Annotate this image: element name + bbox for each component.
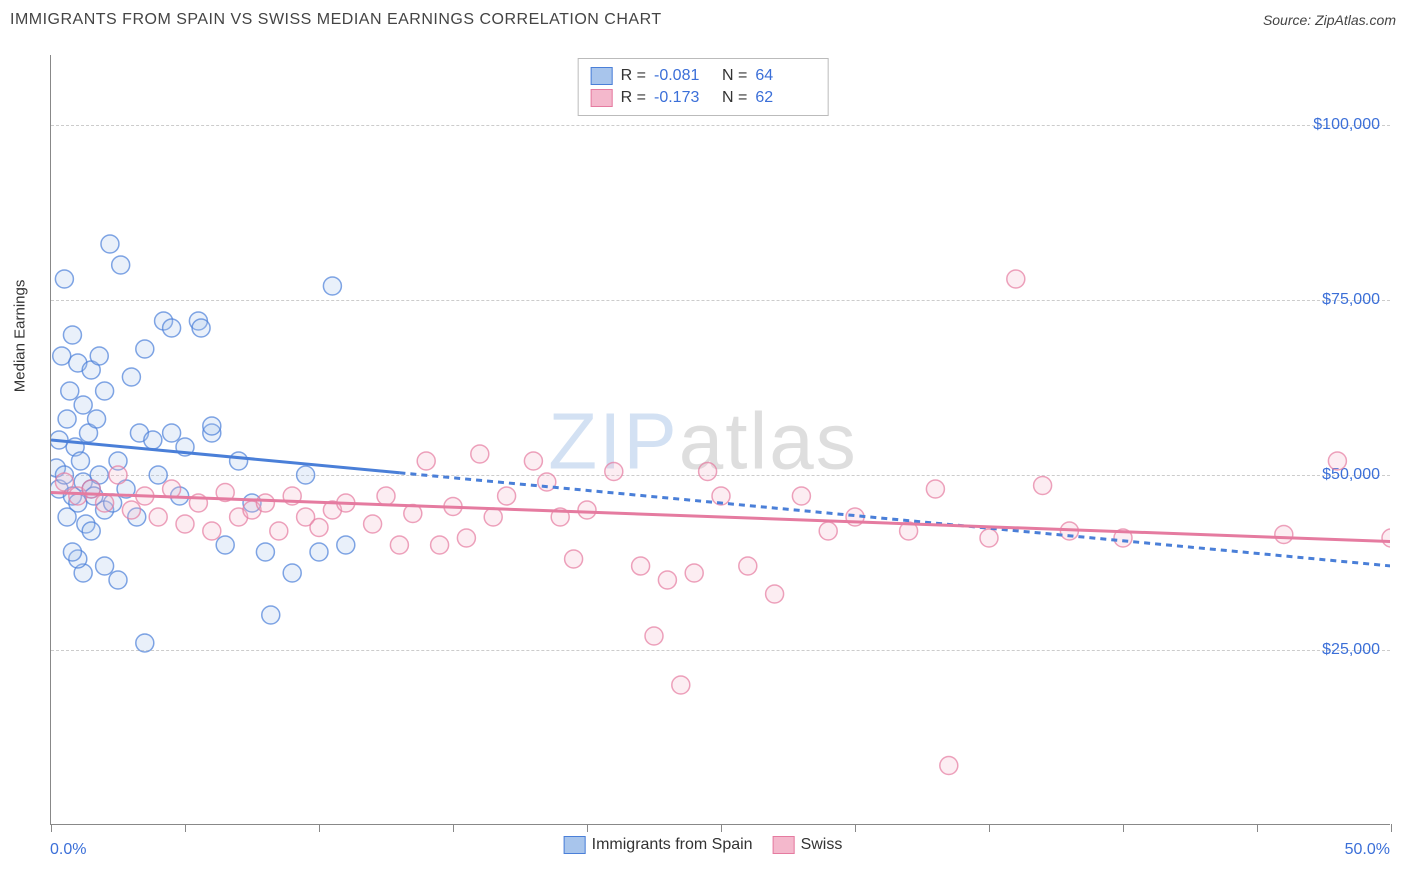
legend-item-spain: Immigrants from Spain	[564, 836, 753, 854]
swatch-spain	[591, 67, 613, 85]
y-axis-title: Median Earnings	[12, 280, 29, 393]
correlation-legend: R = -0.081 N = 64 R = -0.173 N = 62	[578, 58, 829, 116]
swatch-spain-bottom	[564, 836, 586, 854]
legend-row-swiss: R = -0.173 N = 62	[591, 87, 816, 109]
swatch-swiss	[591, 89, 613, 107]
swiss-label: Swiss	[801, 836, 843, 854]
legend-row-spain: R = -0.081 N = 64	[591, 65, 816, 87]
r-label-2: R =	[621, 89, 646, 107]
spain-r-value: -0.081	[654, 67, 714, 85]
chart-source: Source: ZipAtlas.com	[1263, 12, 1396, 28]
n-label-2: N =	[722, 89, 747, 107]
swiss-n-value: 62	[755, 89, 815, 107]
legend-item-swiss: Swiss	[773, 836, 843, 854]
chart-header: IMMIGRANTS FROM SPAIN VS SWISS MEDIAN EA…	[0, 0, 1406, 40]
swiss-r-value: -0.173	[654, 89, 714, 107]
r-label: R =	[621, 67, 646, 85]
x-max-label: 50.0%	[1345, 841, 1390, 859]
chart-title: IMMIGRANTS FROM SPAIN VS SWISS MEDIAN EA…	[10, 11, 662, 29]
x-min-label: 0.0%	[50, 841, 86, 859]
spain-label: Immigrants from Spain	[592, 836, 753, 854]
swatch-swiss-bottom	[773, 836, 795, 854]
series-legend: Immigrants from Spain Swiss	[564, 836, 843, 854]
plot-area: $25,000$50,000$75,000$100,000	[50, 55, 1390, 825]
spain-n-value: 64	[755, 67, 815, 85]
n-label: N =	[722, 67, 747, 85]
scatter-svg	[51, 55, 1390, 824]
